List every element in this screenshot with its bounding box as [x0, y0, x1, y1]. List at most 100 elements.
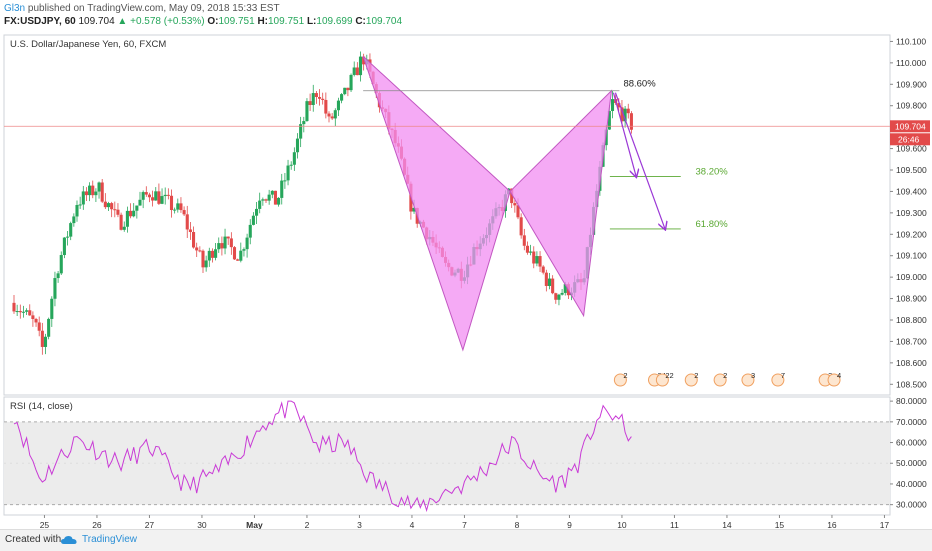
candle-body	[525, 245, 529, 253]
event-flag-icon	[684, 373, 698, 387]
candle-body	[81, 191, 85, 205]
candle-body	[292, 152, 296, 165]
candle-body	[336, 100, 340, 111]
candle-body	[283, 180, 287, 182]
target-label: 38.20%	[696, 166, 729, 177]
rsi-title: RSI (14, close)	[10, 401, 73, 412]
candle-body	[103, 201, 107, 208]
candle-body	[100, 182, 104, 202]
x-tick-label: 10	[617, 520, 627, 529]
target-arrow-1	[612, 92, 636, 177]
event-count-label: 2	[723, 371, 727, 380]
candle-body	[122, 226, 126, 230]
candle-body	[43, 336, 48, 347]
rsi-line	[13, 400, 632, 513]
x-tick-label: 25	[40, 520, 50, 529]
candle-body	[330, 116, 334, 119]
price-y-tick-label: 109.100	[896, 251, 927, 261]
candle-body	[66, 236, 70, 238]
close-value: 109.704	[365, 16, 403, 27]
open-label: O:	[207, 16, 219, 27]
candle-body	[510, 188, 514, 204]
change-value: +0.578 (+0.53%)	[130, 16, 205, 27]
candle-body	[173, 209, 177, 211]
candle-body	[31, 315, 35, 319]
candle-body	[604, 129, 608, 146]
low-label: L:	[306, 16, 317, 27]
candle-body	[349, 74, 353, 91]
price-chart[interactable]: 110.100110.000109.900109.800109.700109.6…	[0, 30, 932, 529]
candle-body	[69, 223, 73, 237]
target-label: 61.80%	[696, 219, 729, 230]
candle-body	[617, 103, 621, 108]
candle-body	[522, 235, 526, 246]
candle-body	[138, 199, 142, 206]
x-tick-label: 9	[567, 520, 572, 529]
candle-body	[267, 194, 271, 201]
candle-body	[78, 204, 82, 206]
event-flag-icon	[771, 373, 785, 387]
candle-body	[362, 56, 366, 65]
price-y-tick-label: 110.100	[896, 36, 926, 46]
price-y-tick-label: 109.800	[896, 101, 927, 111]
up-arrow-icon: ▲	[117, 16, 128, 27]
close-label: C:	[355, 16, 366, 27]
event-flag-icon	[613, 373, 627, 387]
candle-body	[321, 98, 325, 100]
candle-body	[160, 196, 164, 204]
candle-body	[132, 210, 136, 217]
event-count-label: 22	[665, 371, 673, 380]
rsi-y-tick-label: 70.0000	[896, 417, 927, 427]
candle-body	[560, 292, 564, 295]
candle-body	[195, 247, 199, 251]
candle-body	[554, 293, 558, 300]
candle-body	[532, 251, 536, 264]
x-tick-label: 16	[827, 520, 837, 529]
created-with-text: Created with	[5, 534, 62, 545]
candle-body	[166, 194, 170, 196]
candle-body	[106, 203, 111, 208]
candle-body	[226, 236, 230, 239]
x-tick-label: 3	[357, 520, 362, 529]
low-value: 109.699	[316, 16, 353, 27]
author-link[interactable]: Gl3n	[4, 3, 26, 14]
event-count-label: 3	[751, 371, 755, 380]
candle-body	[236, 259, 240, 261]
candle-body	[198, 250, 202, 252]
candle-body	[53, 278, 57, 299]
candle-body	[91, 185, 95, 196]
candle-body	[286, 165, 290, 181]
candle-body	[119, 214, 123, 230]
candle-body	[623, 108, 627, 122]
candle-body	[280, 180, 284, 198]
price-y-tick-label: 109.600	[896, 144, 927, 154]
candle-body	[169, 195, 174, 211]
candle-body	[626, 108, 630, 114]
candle-body	[535, 256, 539, 264]
publish-line: Gl3n published on TradingView.com, May 0…	[4, 3, 280, 14]
candle-body	[248, 224, 252, 238]
event-count-label: 2	[623, 371, 627, 380]
rsi-y-tick-label: 30.0000	[896, 500, 927, 510]
candle-body	[607, 110, 611, 130]
candle-body	[302, 121, 306, 125]
candle-body	[541, 266, 545, 273]
candle-body	[513, 203, 517, 206]
candle-body	[129, 210, 133, 217]
price-y-tick-label: 109.000	[896, 272, 927, 282]
candle-body	[15, 311, 19, 313]
candle-body	[182, 210, 186, 215]
candle-body	[12, 302, 16, 312]
candle-body	[94, 191, 98, 196]
candle-body	[314, 93, 318, 98]
symbol-label: FX:USDJPY, 60	[4, 16, 76, 27]
candle-body	[110, 203, 114, 210]
published-text: published on TradingView.com, May 09, 20…	[27, 3, 280, 14]
pattern-bcd-triangle	[509, 89, 613, 318]
candle-body	[214, 249, 218, 258]
tradingview-brand[interactable]: TradingView	[82, 534, 138, 545]
candle-body	[217, 243, 221, 250]
x-tick-label: 14	[722, 520, 732, 529]
candle-body	[327, 113, 331, 117]
price-y-tick-label: 109.400	[896, 186, 927, 196]
